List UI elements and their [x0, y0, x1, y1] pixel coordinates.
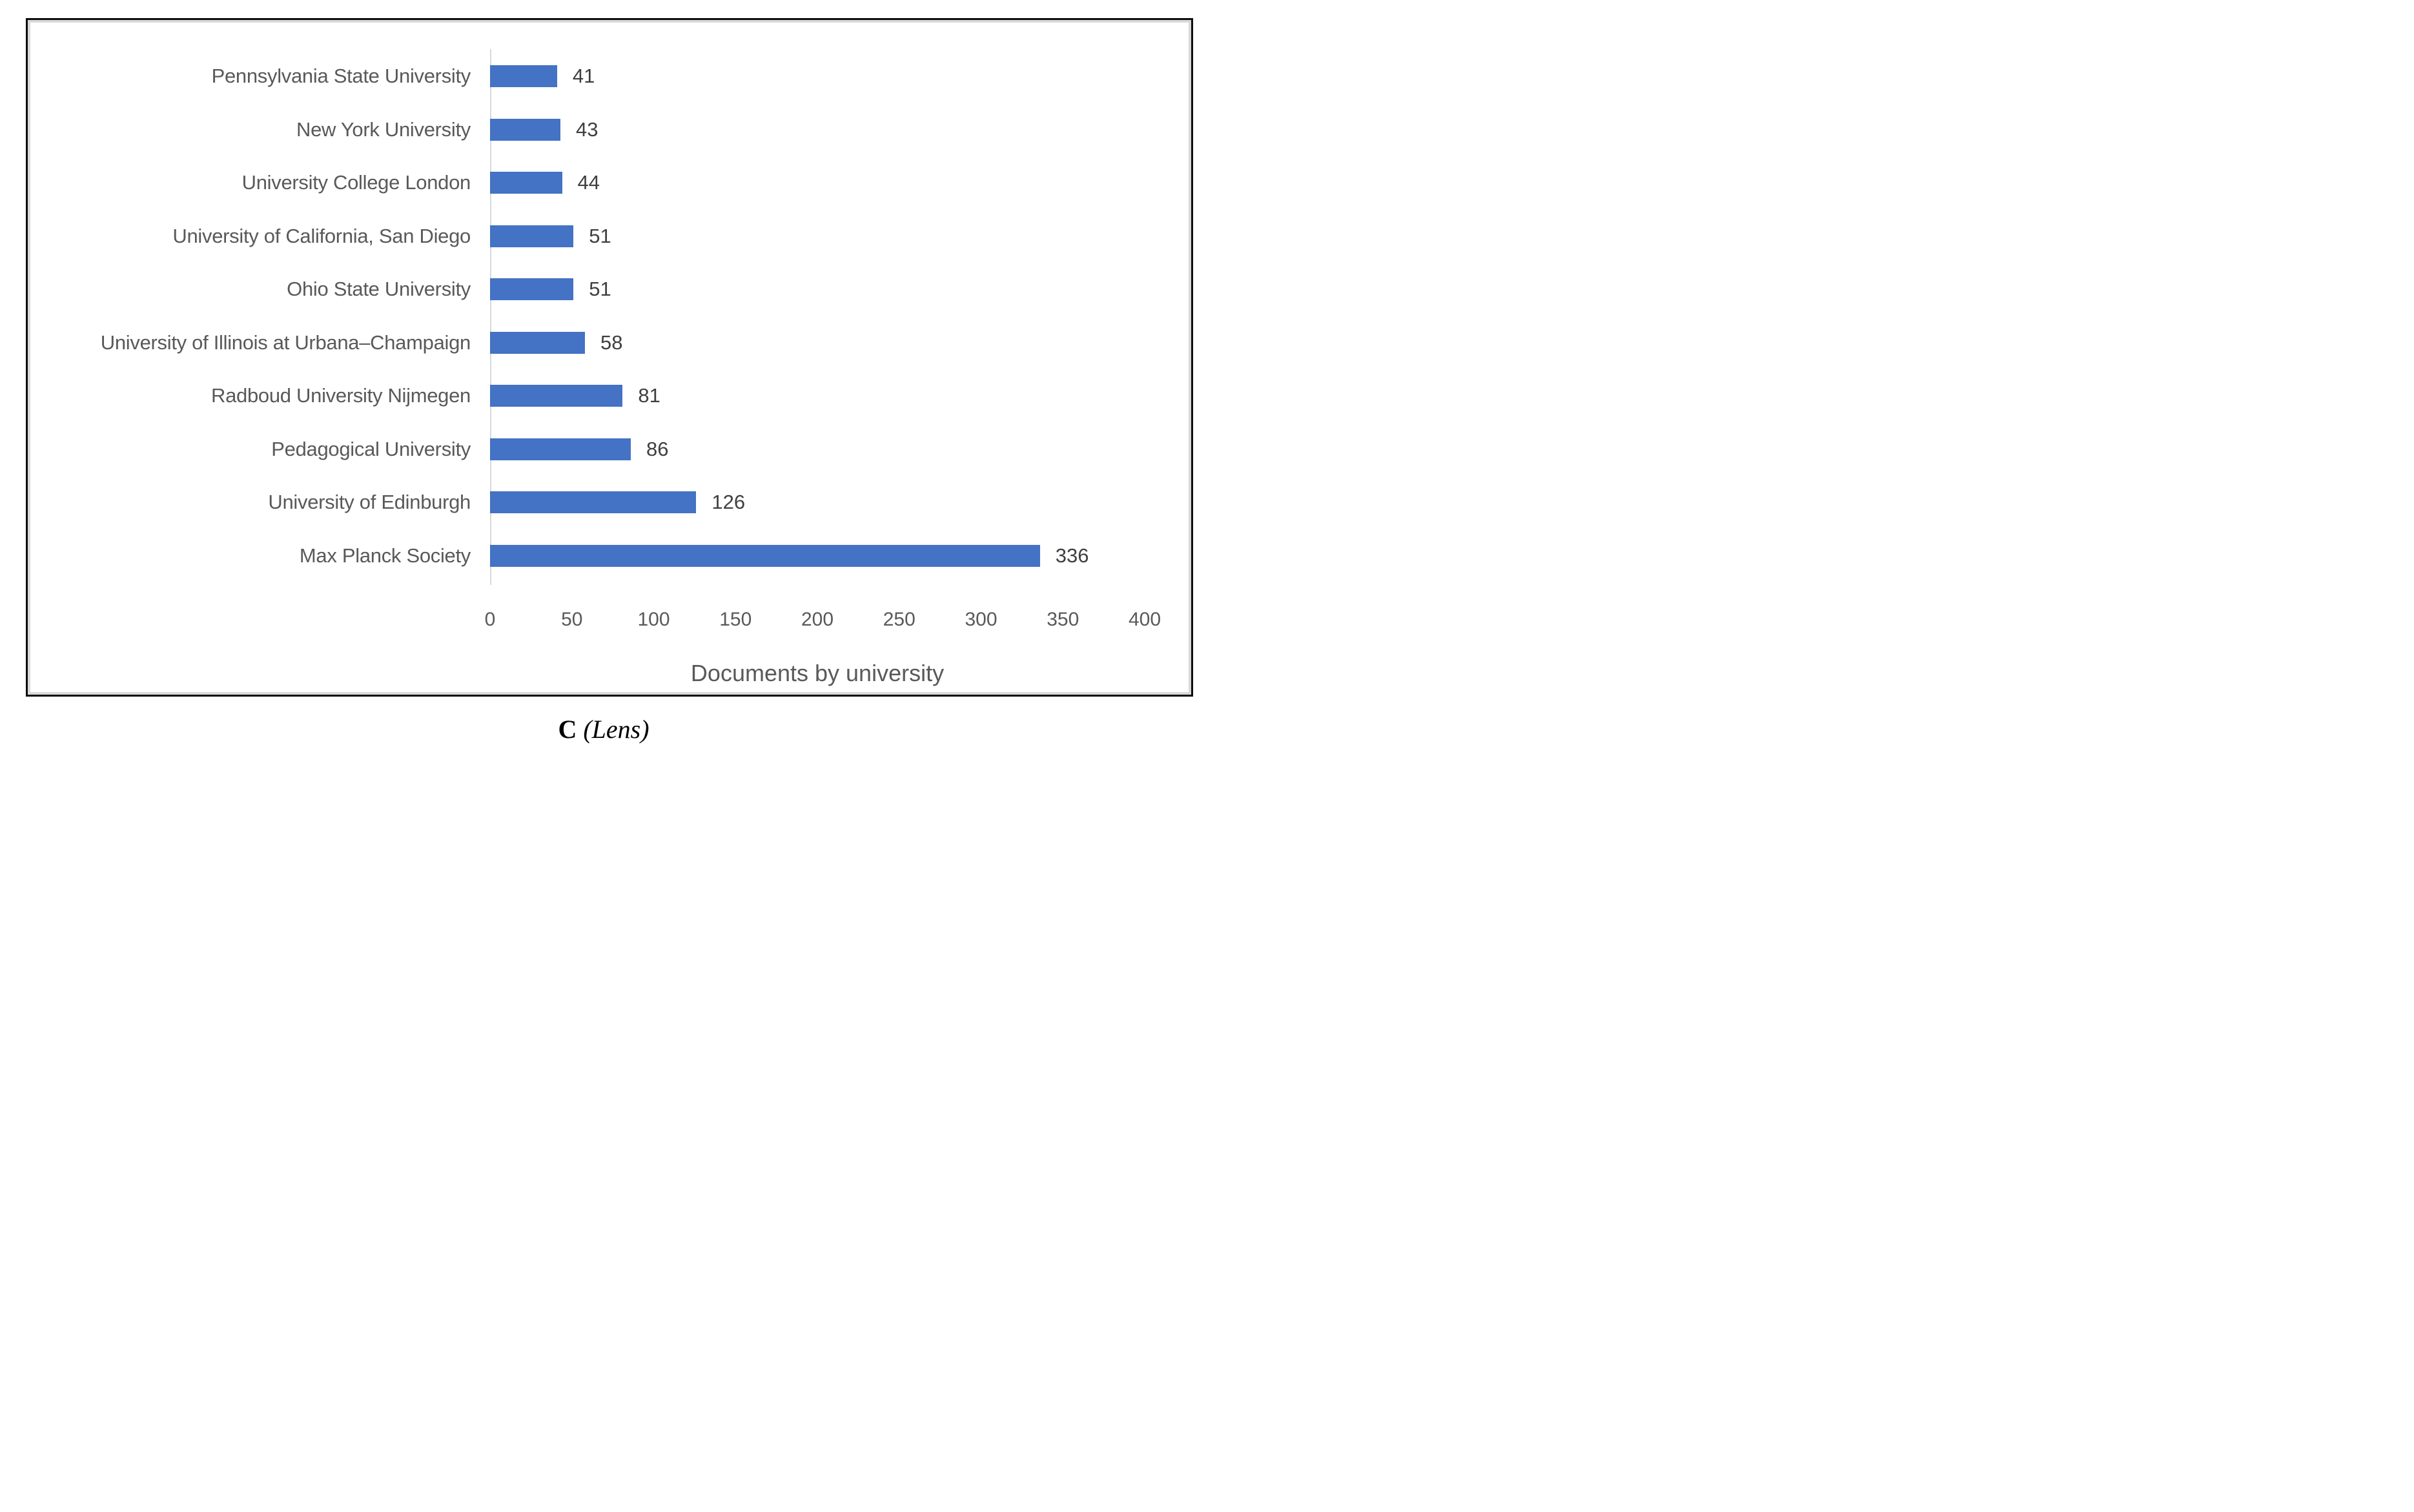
bar-value-label: 41: [572, 65, 595, 87]
x-tick-label: 50: [561, 609, 583, 630]
caption-source: (Lens): [583, 715, 650, 744]
bar: [490, 385, 623, 407]
figure-page: Documents by university Pennsylvania Sta…: [0, 0, 1207, 756]
category-label: University of Edinburgh: [268, 491, 471, 513]
x-tick-label: 0: [484, 609, 496, 630]
bar: [490, 172, 562, 194]
category-label: Pedagogical University: [271, 437, 471, 460]
chart-area: Documents by university Pennsylvania Sta…: [26, 18, 1193, 697]
caption-label: C: [558, 715, 577, 744]
bar-value-label: 43: [576, 117, 598, 141]
bar: [490, 65, 557, 87]
figure-caption: C (Lens): [0, 714, 1207, 744]
bar-value-label: 44: [577, 171, 600, 194]
x-tick-label: 150: [719, 609, 752, 630]
x-tick-label: 350: [1047, 609, 1079, 630]
category-label: Max Planck Society: [299, 544, 471, 567]
bar: [490, 331, 586, 354]
category-label: Pennsylvania State University: [211, 65, 471, 87]
bar-value-label: 336: [1055, 544, 1089, 567]
x-tick-label: 400: [1128, 609, 1161, 630]
bar-value-label: 81: [638, 384, 660, 407]
category-label: Ohio State University: [287, 278, 471, 300]
x-tick-label: 200: [801, 609, 834, 630]
category-label: University College London: [241, 171, 471, 194]
category-label: University of California, San Diego: [172, 224, 471, 247]
bar: [490, 544, 1040, 567]
bar: [490, 225, 574, 247]
bar-value-label: 58: [600, 331, 623, 354]
bar-value-label: 126: [711, 491, 746, 513]
caption-spacer: [577, 715, 583, 744]
bar: [490, 278, 574, 300]
bar-value-label: 51: [589, 278, 611, 300]
category-axis-line: [490, 49, 491, 585]
bar-value-label: 51: [589, 224, 611, 247]
category-label: Radboud University Nijmegen: [211, 384, 471, 407]
x-axis-title: Documents by university: [690, 660, 945, 686]
bar-value-label: 86: [646, 437, 669, 460]
bar-chart-plot: Documents by university Pennsylvania Sta…: [28, 20, 1191, 695]
bar: [490, 118, 560, 141]
x-tick-label: 300: [965, 609, 997, 630]
bar: [490, 438, 631, 460]
bar: [490, 491, 697, 513]
category-label: New York University: [296, 117, 471, 141]
x-tick-label: 250: [883, 609, 915, 630]
x-tick-label: 100: [637, 609, 670, 630]
category-label: University of Illinois at Urbana–Champai…: [100, 331, 471, 354]
